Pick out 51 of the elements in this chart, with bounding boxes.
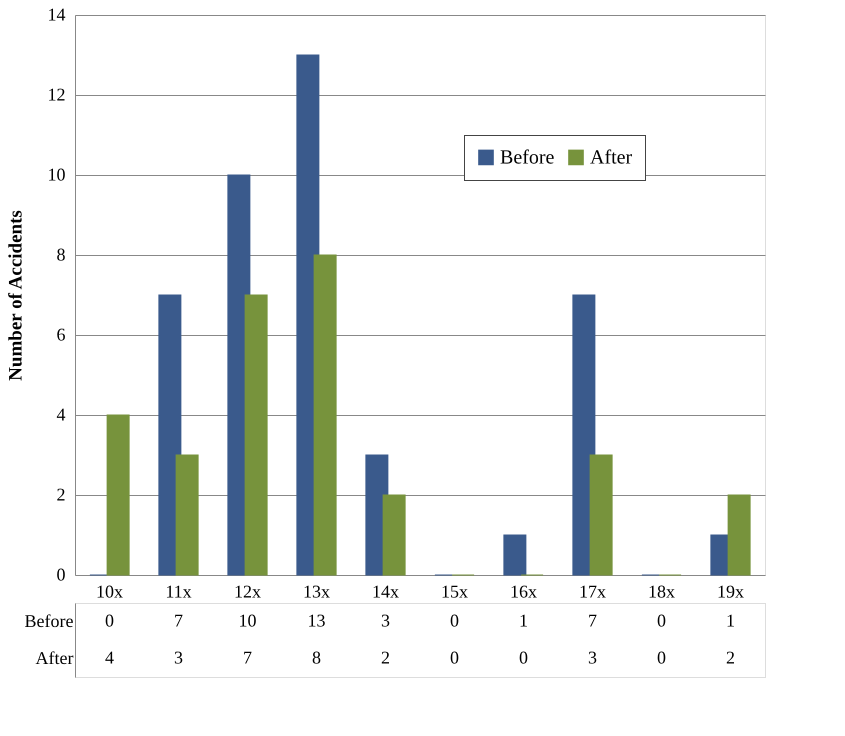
data-label: 0 — [657, 648, 666, 668]
data-label: 7 — [174, 610, 183, 630]
y-tick-label: 2 — [56, 484, 66, 504]
x-tick-label: 16x — [510, 582, 537, 602]
bar — [176, 454, 199, 576]
data-label: 8 — [312, 648, 321, 668]
data-label: 3 — [381, 610, 390, 630]
y-axis-title: Number of Accidents — [6, 210, 26, 381]
data-label: 0 — [519, 648, 528, 668]
x-tick-label: 17x — [579, 582, 606, 602]
data-label: 3 — [174, 648, 183, 668]
text: Before — [24, 611, 74, 631]
data-label: 0 — [450, 610, 459, 630]
data-label: 10 — [238, 610, 256, 630]
data-label: 7 — [243, 648, 252, 668]
bar — [590, 454, 613, 576]
x-tick-label: 12x — [234, 582, 261, 602]
data-label: 2 — [726, 648, 735, 668]
legend-label: After — [590, 146, 633, 168]
data-label: 3 — [588, 648, 597, 668]
data-label: 1 — [519, 610, 528, 630]
data-label: 7 — [588, 610, 597, 630]
x-tick-label: 15x — [441, 582, 468, 602]
data-label: 0 — [450, 648, 459, 668]
y-tick-label: 0 — [56, 564, 66, 584]
bar — [314, 254, 337, 576]
data-label: 0 — [657, 610, 666, 630]
x-tick-label: 19x — [717, 582, 744, 602]
y-tick-label: 4 — [56, 404, 66, 424]
x-tick-label: 13x — [303, 582, 330, 602]
y-tick-label: 6 — [56, 324, 66, 344]
y-tick-label: 10 — [48, 164, 66, 184]
x-tick-label: 18x — [648, 582, 675, 602]
data-label: 4 — [105, 648, 114, 668]
data-label: 0 — [105, 610, 114, 630]
y-tick-label: 12 — [48, 84, 66, 104]
data-label: 13 — [308, 610, 326, 630]
text: After — [36, 648, 74, 668]
bar — [106, 414, 130, 576]
y-tick-label: 14 — [48, 4, 66, 24]
bar — [382, 494, 406, 576]
bar — [244, 294, 268, 576]
x-tick-label: 14x — [372, 582, 399, 602]
y-tick-label: 8 — [56, 244, 66, 264]
data-label: 1 — [726, 610, 735, 630]
bar — [728, 494, 751, 576]
x-tick-label: 10x — [96, 582, 123, 602]
data-label: 2 — [381, 648, 390, 668]
bar — [503, 534, 526, 576]
x-tick-label: 11x — [165, 582, 192, 602]
legend-label: Before — [500, 146, 555, 168]
